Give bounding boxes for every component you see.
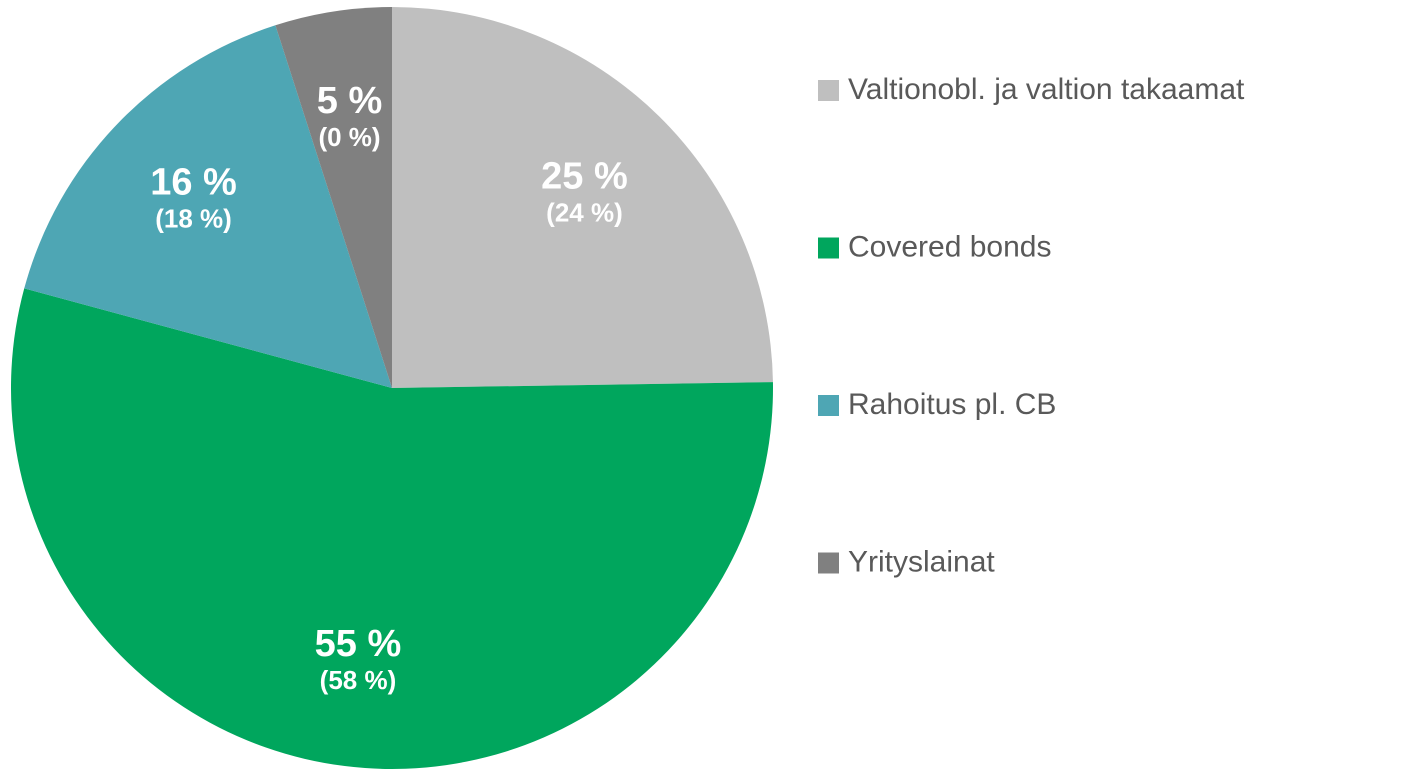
legend-label: Yrityslainat (848, 545, 995, 578)
value-label: 5 % (317, 80, 382, 122)
previous-value-label: (18 %) (155, 203, 232, 233)
legend-label: Valtionobl. ja valtion takaamat (848, 73, 1245, 106)
legend-swatch (818, 552, 839, 574)
legend-swatch (818, 237, 839, 259)
previous-value-label: (24 %) (546, 197, 623, 227)
previous-value-label: (0 %) (318, 122, 380, 152)
legend-swatch (818, 395, 839, 416)
value-label: 55 % (315, 623, 402, 665)
pie-slice (11, 288, 773, 769)
pie-slice (24, 25, 392, 388)
previous-value-label: (58 %) (320, 665, 397, 695)
legend-label: Rahoitus pl. CB (848, 388, 1056, 421)
pie-slice (275, 7, 392, 388)
value-label: 25 % (541, 156, 628, 198)
pie-slice (392, 7, 773, 388)
legend-swatch (818, 80, 839, 101)
value-label: 16 % (150, 162, 237, 204)
legend-label: Covered bonds (848, 230, 1051, 263)
